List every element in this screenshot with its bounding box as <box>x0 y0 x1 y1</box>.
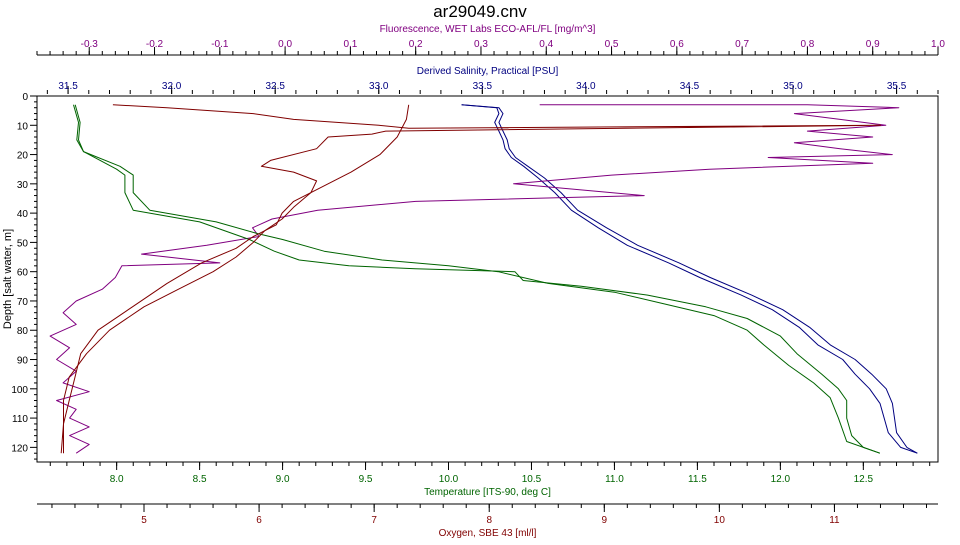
temperature-tick-label: 11.0 <box>605 474 624 485</box>
oxygen-profile-line-5 <box>63 104 881 454</box>
salinity-tick-label: 33.5 <box>473 81 493 92</box>
oxygen-profile-line-6 <box>60 104 410 454</box>
salinity-tick-label: 32.5 <box>265 81 285 92</box>
oxygen-tick-label: 5 <box>141 515 147 526</box>
temperature-profile-line-3 <box>74 104 881 454</box>
salinity-profile-line-1 <box>461 104 918 454</box>
fluorescence-tick-label: 0.5 <box>605 39 619 50</box>
salinity-axis-title: Derived Salinity, Practical [PSU] <box>417 66 559 77</box>
fluorescence-tick-label: 0.4 <box>539 39 553 50</box>
salinity-tick-label: 35.0 <box>783 81 803 92</box>
salinity-tick-label: 31.5 <box>58 81 78 92</box>
temperature-tick-label: 10.5 <box>522 474 542 485</box>
depth-tick-label: 90 <box>17 356 29 367</box>
depth-tick-label: 110 <box>12 414 28 425</box>
oxygen-tick-label: 9 <box>602 515 608 526</box>
depth-tick-label: 100 <box>11 385 28 396</box>
temperature-profile-line-4 <box>73 104 881 454</box>
fluorescence-tick-label: -0.2 <box>146 39 164 50</box>
oxygen-tick-label: 6 <box>256 515 262 526</box>
depth-tick-label: 50 <box>17 238 29 249</box>
fluorescence-axis-title: Fluorescence, WET Labs ECO-AFL/FL [mg/m^… <box>380 24 596 35</box>
fluorescence-tick-label: 0.1 <box>343 39 357 50</box>
oxygen-tick-label: 10 <box>714 515 726 526</box>
depth-tick-label: 10 <box>17 121 29 132</box>
depth-tick-label: 0 <box>22 92 28 103</box>
salinity-profile-line-0 <box>461 104 918 454</box>
chart-title: ar29049.cnv <box>433 2 527 21</box>
series-layer <box>49 104 918 454</box>
fluorescence-profile-line-2 <box>49 104 900 454</box>
salinity-tick-label: 33.0 <box>369 81 389 92</box>
salinity-tick-label: 34.0 <box>576 81 596 92</box>
depth-tick-label: 20 <box>17 151 29 162</box>
fluorescence-tick-label: 0.2 <box>409 39 423 50</box>
depth-tick-label: 80 <box>17 326 29 337</box>
axes-layer: -0.3 -0.2 -0.1 0.0 0.1 0.2 0.3 0.4 0.5 0.6 0.7 0.8 0… <box>2 24 945 539</box>
fluorescence-tick-label: 0.6 <box>670 39 684 50</box>
fluorescence-tick-label: 0.8 <box>800 39 814 50</box>
temperature-tick-label: 8.0 <box>110 474 124 485</box>
depth-tick-label: 120 <box>11 443 28 454</box>
temperature-tick-label: 9.5 <box>359 474 373 485</box>
fluorescence-tick-label: 0.9 <box>866 39 880 50</box>
fluorescence-tick-label: -0.3 <box>81 39 99 50</box>
depth-tick-label: 60 <box>17 268 29 279</box>
depth-tick-label: 70 <box>17 297 29 308</box>
salinity-tick-label: 35.5 <box>887 81 907 92</box>
depth-tick-label: 40 <box>17 209 29 220</box>
temperature-axis-title: Temperature [ITS-90, deg C] <box>424 487 551 498</box>
temperature-tick-label: 8.5 <box>193 474 207 485</box>
fluorescence-tick-label: -0.1 <box>211 39 229 50</box>
oxygen-tick-label: 7 <box>371 515 377 526</box>
temperature-tick-label: 12.5 <box>854 474 874 485</box>
fluorescence-tick-label: 0.7 <box>735 39 749 50</box>
oxygen-tick-label: 11 <box>829 515 840 526</box>
salinity-tick-label: 34.5 <box>680 81 700 92</box>
fluorescence-tick-label: 0.0 <box>278 39 292 50</box>
fluorescence-tick-label: 1.0 <box>931 39 945 50</box>
temperature-tick-label: 10.0 <box>439 474 459 485</box>
fluorescence-tick-label: 0.3 <box>474 39 488 50</box>
plot-frame <box>36 95 939 463</box>
depth-tick-label: 30 <box>17 180 29 191</box>
depth-axis-title: Depth [salt water, m] <box>2 229 14 329</box>
temperature-tick-label: 12.0 <box>771 474 791 485</box>
temperature-tick-label: 11.5 <box>688 474 707 485</box>
oxygen-axis-title: Oxygen, SBE 43 [ml/l] <box>439 528 537 539</box>
temperature-tick-label: 9.0 <box>276 474 290 485</box>
salinity-tick-label: 32.0 <box>162 81 182 92</box>
oxygen-tick-label: 8 <box>486 515 492 526</box>
